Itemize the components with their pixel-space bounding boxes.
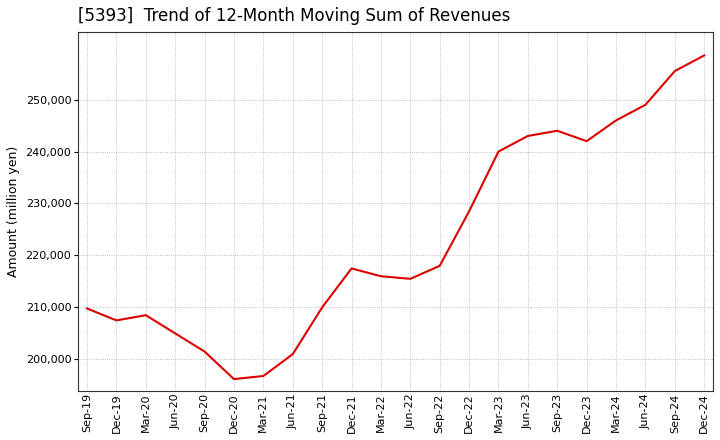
- Text: [5393]  Trend of 12-Month Moving Sum of Revenues: [5393] Trend of 12-Month Moving Sum of R…: [78, 7, 510, 25]
- Y-axis label: Amount (million yen): Amount (million yen): [7, 146, 20, 277]
